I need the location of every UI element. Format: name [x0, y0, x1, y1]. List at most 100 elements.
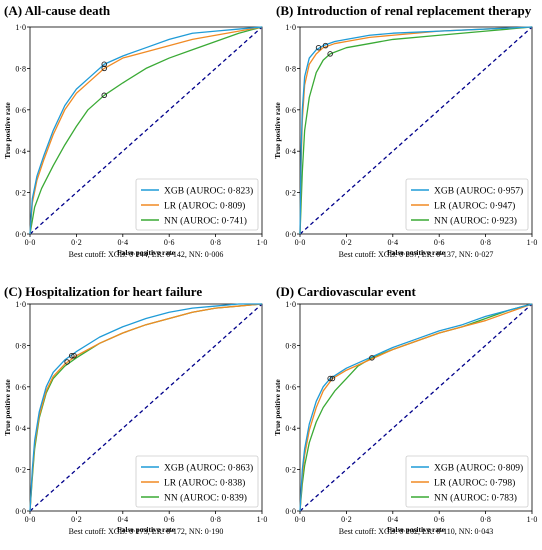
x-tick-label: 0·2 — [341, 238, 352, 247]
legend-entry-xgb: XGB (AUROC: 0·863) — [164, 463, 253, 474]
x-tick-label: 1·0 — [257, 515, 268, 524]
best-cutoff-marker-nn — [64, 359, 70, 365]
y-tick-label: 0·2 — [285, 466, 296, 475]
y-tick-label: 0·4 — [15, 147, 26, 156]
roc-panel-2: (B) Introduction of renal replacement th… — [273, 3, 537, 259]
legend-entry-nn: NN (AUROC: 0·839) — [164, 493, 247, 504]
best-cutoff-marker-lr — [322, 42, 329, 49]
x-tick-label: 0·6 — [164, 515, 175, 524]
x-tick-label: 0·0 — [295, 238, 306, 247]
best-cutoff-marker-xgb — [327, 375, 333, 382]
best-cutoff-note: Best cutoff: XGB: 0·557, LR: 0·137, NN: … — [339, 250, 494, 259]
y-axis-label: True positive rate — [273, 379, 282, 436]
y-tick-label: 0·6 — [285, 383, 296, 392]
roc-curve-lr — [299, 303, 533, 512]
roc-curve-nn — [299, 303, 533, 512]
plot-frame — [299, 303, 533, 512]
legend-box — [135, 178, 259, 231]
best-cutoff-note: Best cutoff: XGB: 0·102, LR: 0·110, NN: … — [339, 527, 493, 536]
reference-diagonal-line — [299, 303, 533, 512]
y-tick-label: 0·4 — [15, 424, 26, 433]
y-tick-label: 0·0 — [285, 507, 296, 516]
plot-frame — [29, 26, 263, 235]
x-axis-label: False positive rate — [117, 525, 176, 534]
x-tick-label: 0·2 — [71, 515, 82, 524]
panel-title: (C) Hospitalization for heart failure — [4, 284, 202, 299]
x-tick-label: 0·8 — [480, 515, 491, 524]
y-tick-label: 0·8 — [15, 341, 26, 350]
legend-box — [405, 178, 529, 231]
y-axis-label: True positive rate — [3, 379, 12, 436]
y-tick-label: 0·8 — [285, 64, 296, 73]
x-tick-label: 0·4 — [387, 238, 398, 247]
reference-diagonal-line — [299, 26, 533, 235]
legend-entry-xgb: XGB (AUROC: 0·957) — [434, 186, 523, 197]
y-axis-label: True positive rate — [273, 102, 282, 159]
reference-diagonal-line — [29, 303, 263, 512]
best-cutoff-marker-xgb — [315, 44, 322, 51]
x-tick-label: 0·0 — [295, 515, 306, 524]
legend-entry-lr: LR (AUROC: 0·809) — [164, 201, 245, 212]
roc-curve-xgb — [299, 26, 533, 235]
y-tick-label: 0·8 — [285, 341, 296, 350]
best-cutoff-marker-nn — [327, 51, 333, 57]
best-cutoff-marker-nn — [369, 355, 375, 361]
y-tick-label: 1·0 — [285, 300, 296, 309]
legend-entry-lr: LR (AUROC: 0·798) — [434, 478, 515, 489]
x-tick-label: 0·8 — [210, 238, 221, 247]
legend-entry-nn: NN (AUROC: 0·741) — [164, 216, 247, 227]
panel-title: (D) Cardiovascular event — [276, 284, 417, 299]
roc-panel-1: (A) All-cause death 0·00·0 0·2 0·2 0·4 0·4 0·6… — [3, 3, 267, 259]
panel-title: (B) Introduction of renal replacement th… — [276, 3, 532, 18]
y-axis-label: True positive rate — [3, 102, 12, 159]
y-tick-label: 0·6 — [15, 383, 26, 392]
x-tick-label: 0·4 — [387, 515, 398, 524]
best-cutoff-marker-lr — [329, 375, 336, 382]
x-axis-label: False positive rate — [387, 525, 446, 534]
legend-entry-lr: LR (AUROC: 0·838) — [164, 478, 245, 489]
legend-entry-nn: NN (AUROC: 0·923) — [434, 216, 517, 227]
y-tick-label: 1·0 — [285, 23, 296, 32]
y-tick-label: 0·0 — [15, 230, 26, 239]
x-tick-label: 0·0 — [25, 515, 36, 524]
x-tick-label: 0·2 — [71, 238, 82, 247]
roc-curve-nn — [29, 26, 263, 235]
y-tick-label: 0·4 — [285, 424, 296, 433]
roc-panel-4: (D) Cardiovascular event 0·00·0 0·2 0·2 0·4 0… — [273, 284, 537, 536]
reference-diagonal-line — [29, 26, 263, 235]
roc-curve-lr — [29, 303, 263, 512]
legend-entry-xgb: XGB (AUROC: 0·809) — [434, 463, 523, 474]
legend-entry-xgb: XGB (AUROC: 0·823) — [164, 186, 253, 197]
y-tick-label: 0·6 — [15, 106, 26, 115]
roc-curve-xgb — [299, 303, 533, 512]
best-cutoff-marker-nn — [101, 92, 107, 99]
y-tick-label: 0·2 — [15, 466, 26, 475]
x-axis-label: False positive rate — [387, 248, 446, 257]
x-tick-label: 1·0 — [527, 515, 538, 524]
plot-frame — [299, 26, 533, 235]
best-cutoff-marker-lr — [101, 65, 107, 72]
x-tick-label: 0·6 — [164, 238, 175, 247]
panel-title: (A) All-cause death — [4, 3, 111, 18]
x-tick-label: 1·0 — [527, 238, 538, 247]
y-tick-label: 0·2 — [285, 189, 296, 198]
y-tick-label: 1·0 — [15, 23, 26, 32]
legend-box — [135, 455, 259, 508]
x-tick-label: 0·6 — [434, 238, 445, 247]
best-cutoff-marker-lr — [71, 353, 77, 359]
plot-frame — [29, 303, 263, 512]
roc-curve-nn — [299, 26, 533, 235]
x-tick-label: 0·8 — [480, 238, 491, 247]
x-tick-label: 0·2 — [341, 515, 352, 524]
y-tick-label: 0·8 — [15, 64, 26, 73]
best-cutoff-note: Best cutoff: XGB: 0·144, LR: 0·142, NN: … — [69, 250, 224, 259]
legend-box — [405, 455, 529, 508]
legend-entry-lr: LR (AUROC: 0·947) — [434, 201, 515, 212]
roc-curve-xgb — [29, 26, 263, 235]
x-tick-label: 0·8 — [210, 515, 221, 524]
x-tick-label: 1·0 — [257, 238, 268, 247]
roc-curve-xgb — [29, 303, 262, 512]
best-cutoff-marker-xgb — [69, 353, 75, 359]
x-axis-label: False positive rate — [117, 248, 176, 257]
